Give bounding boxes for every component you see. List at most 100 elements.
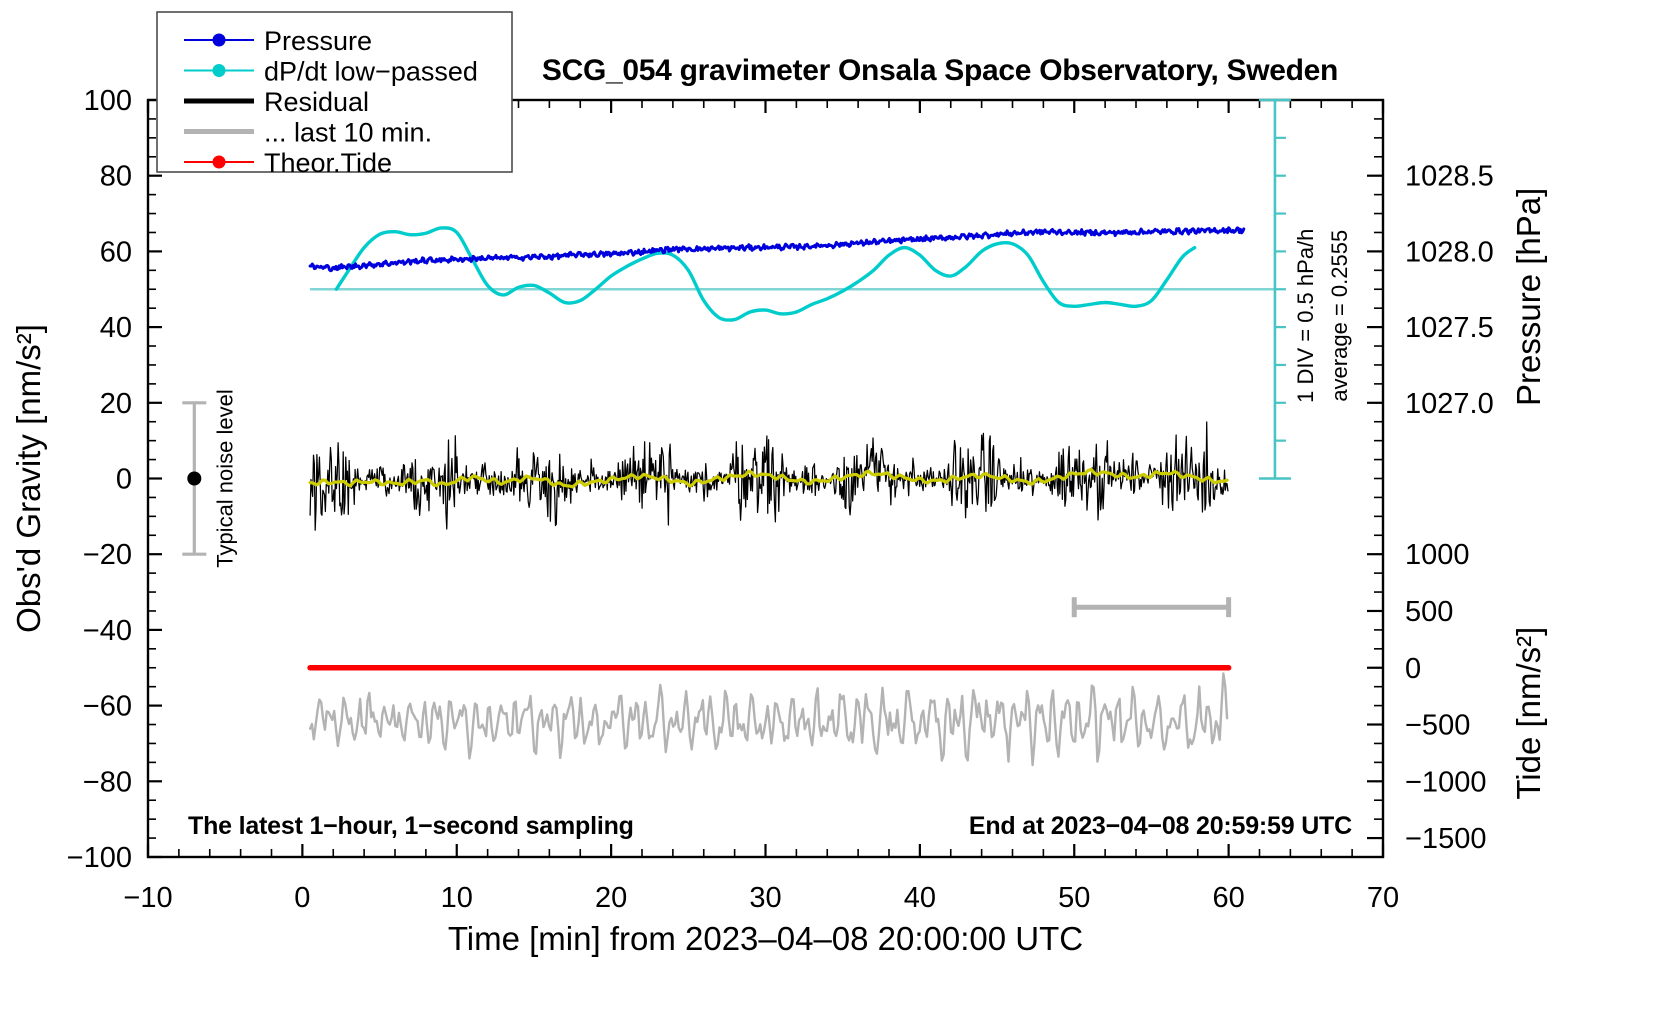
residual-smoothed-trace	[308, 467, 1229, 489]
theor-tide-marker	[613, 665, 618, 670]
theor-tide-marker	[911, 665, 915, 670]
theor-tide-marker	[902, 665, 907, 670]
theor-tide-marker	[724, 665, 729, 670]
theor-tide-marker	[469, 665, 474, 670]
theor-tide-marker	[741, 665, 746, 670]
theor-tide-marker	[953, 665, 958, 670]
tide-tick-label: −1000	[1405, 766, 1486, 798]
y-tick-label-left: −100	[67, 842, 132, 874]
theor-tide-marker	[1063, 665, 1068, 670]
legend-item-label: Pressure	[264, 26, 372, 56]
theor-tide-marker	[342, 665, 346, 670]
theor-tide-marker	[1157, 665, 1162, 670]
theor-tide-marker	[1055, 665, 1060, 670]
theor-tide-marker	[1123, 665, 1128, 670]
theor-tide-marker	[1182, 665, 1187, 670]
theor-tide-marker	[452, 665, 457, 670]
legend-item-label: dP/dt low−passed	[264, 57, 478, 87]
theor-tide-marker	[1029, 665, 1034, 670]
legend-item-label: ... last 10 min.	[264, 118, 432, 148]
y-axis-title-pressure: Pressure [hPa]	[1510, 188, 1547, 406]
theor-tide-marker	[664, 665, 669, 670]
footer-right-text: End at 2023−04−08 20:59:59 UTC	[969, 812, 1352, 840]
theor-tide-marker	[316, 665, 321, 670]
legend-item-label: Theor.Tide	[264, 148, 392, 178]
theor-tide-marker	[1021, 665, 1026, 670]
theor-tide-marker	[1191, 665, 1196, 670]
theor-tide-marker	[800, 665, 805, 670]
theor-tide-marker	[418, 665, 423, 670]
theor-tide-marker	[885, 665, 890, 670]
theor-tide-marker	[308, 665, 312, 670]
theor-tide-marker	[1199, 665, 1204, 670]
theor-tide-marker	[630, 665, 635, 670]
theor-tide-marker	[860, 665, 864, 670]
y-tick-label-left: 20	[100, 388, 132, 420]
theor-tide-marker	[978, 665, 983, 670]
legend-swatch-marker	[212, 155, 226, 169]
tide-tick-label: 500	[1405, 596, 1453, 628]
y-tick-label-left: −40	[83, 615, 132, 647]
legend-swatch-marker	[212, 33, 226, 47]
tide-tick-label: 1000	[1405, 539, 1470, 571]
theor-tide-marker	[622, 665, 627, 670]
last10min-trace	[308, 672, 1229, 767]
pressure-tick-label: 1027.5	[1405, 312, 1494, 344]
theor-tide-marker	[410, 665, 414, 670]
theor-tide-marker	[1012, 665, 1017, 670]
theor-tide-marker	[656, 665, 661, 670]
theor-tide-marker	[478, 665, 482, 670]
theor-tide-marker	[673, 665, 678, 670]
residual-trace	[309, 421, 1229, 531]
theor-tide-marker	[494, 665, 499, 670]
theor-tide-marker	[520, 665, 525, 670]
theor-tide-marker	[1216, 665, 1221, 670]
theor-tide-marker	[401, 665, 406, 670]
scalebar-label-average: average = 0.2555	[1327, 230, 1352, 402]
theor-tide-marker	[894, 665, 898, 670]
theor-tide-marker	[1174, 665, 1179, 670]
theor-tide-marker	[1140, 665, 1145, 670]
theor-tide-marker	[707, 665, 712, 670]
theor-tide-marker	[809, 665, 813, 670]
theor-tide-marker	[758, 665, 762, 670]
pressure-trace	[308, 226, 1246, 273]
x-tick-label: −10	[123, 882, 172, 914]
tide-tick-label: −500	[1405, 710, 1470, 742]
theor-tide-marker	[995, 665, 1000, 670]
theor-tide-marker	[749, 665, 754, 670]
theor-tide-marker	[732, 665, 737, 670]
theor-tide-marker	[1004, 665, 1009, 670]
y-tick-label-left: −60	[83, 691, 132, 723]
theor-tide-marker	[1208, 665, 1212, 670]
y-tick-label-left: −80	[83, 766, 132, 798]
theor-tide-marker	[554, 665, 559, 670]
x-tick-label: 50	[1058, 882, 1090, 914]
x-tick-label: 0	[294, 882, 310, 914]
theor-tide-marker	[817, 665, 822, 670]
theor-tide-marker	[359, 665, 363, 670]
plot-title: SCG_054 gravimeter Onsala Space Observat…	[542, 54, 1338, 87]
theor-tide-marker	[1114, 665, 1119, 670]
theor-tide-marker	[792, 665, 796, 670]
theor-tide-marker	[783, 665, 788, 670]
theor-tide-marker	[376, 665, 380, 670]
theor-tide-marker	[435, 665, 440, 670]
theor-tide-marker	[1080, 665, 1085, 670]
theor-tide-marker	[851, 665, 856, 670]
theor-tide-marker	[384, 665, 389, 670]
theor-tide-marker	[571, 665, 576, 670]
footer-left-text: The latest 1−hour, 1−second sampling	[188, 812, 634, 840]
x-tick-label: 70	[1367, 882, 1399, 914]
y-axis-title-left: Obs'd Gravity [nm/s²]	[10, 324, 47, 633]
pressure-tick-label: 1027.0	[1405, 388, 1494, 420]
theor-tide-marker	[528, 665, 533, 670]
theor-tide-marker	[775, 665, 779, 670]
y-tick-label-left: 60	[100, 236, 132, 268]
theor-tide-marker	[393, 665, 397, 670]
x-axis-title: Time [min] from 2023‒04‒08 20:00:00 UTC	[448, 920, 1083, 957]
legend-swatch-marker	[212, 64, 226, 77]
y-axis-title-tide: Tide [nm/s²]	[1510, 627, 1547, 800]
